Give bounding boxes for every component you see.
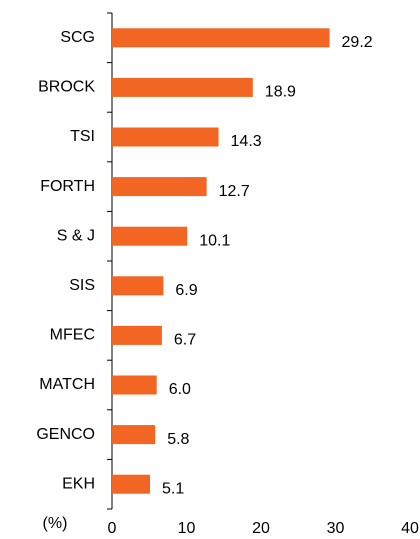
y-tick-label: EKH	[62, 475, 95, 492]
y-tick-label: S & J	[57, 227, 95, 244]
value-label: 5.1	[162, 480, 184, 497]
value-label: 5.8	[167, 431, 189, 448]
x-tick-label: 40	[401, 520, 419, 537]
value-label: 29.2	[342, 34, 373, 51]
value-label: 18.9	[265, 84, 296, 101]
bar	[112, 325, 162, 345]
value-label: 6.0	[169, 381, 191, 398]
y-tick-label: SIS	[69, 277, 95, 294]
bar	[112, 28, 330, 48]
value-label: 12.7	[219, 183, 250, 200]
y-tick-label: MATCH	[39, 376, 95, 393]
value-label: 6.9	[175, 282, 197, 299]
y-tick-label: TSI	[70, 128, 95, 145]
y-tick-label: MFEC	[50, 327, 95, 344]
value-label: 6.7	[174, 332, 196, 349]
bar	[112, 77, 253, 97]
bar	[112, 276, 164, 296]
x-tick-label: 30	[327, 520, 345, 537]
value-label: 10.1	[199, 232, 230, 249]
y-tick-label: FORTH	[40, 178, 95, 195]
bar	[112, 127, 219, 147]
x-tick-label: 10	[178, 520, 196, 537]
y-tick-label: SCG	[60, 29, 95, 46]
bar	[112, 474, 150, 494]
x-tick-label: 0	[108, 520, 117, 537]
x-axis-label: (%)	[43, 515, 68, 532]
value-label: 14.3	[231, 133, 262, 150]
bar	[112, 375, 157, 395]
y-tick-label: GENCO	[36, 426, 95, 443]
bar	[112, 177, 207, 197]
bar	[112, 425, 156, 445]
y-tick-label: BROCK	[38, 79, 95, 96]
bar	[112, 226, 188, 246]
x-tick-label: 20	[252, 520, 270, 537]
